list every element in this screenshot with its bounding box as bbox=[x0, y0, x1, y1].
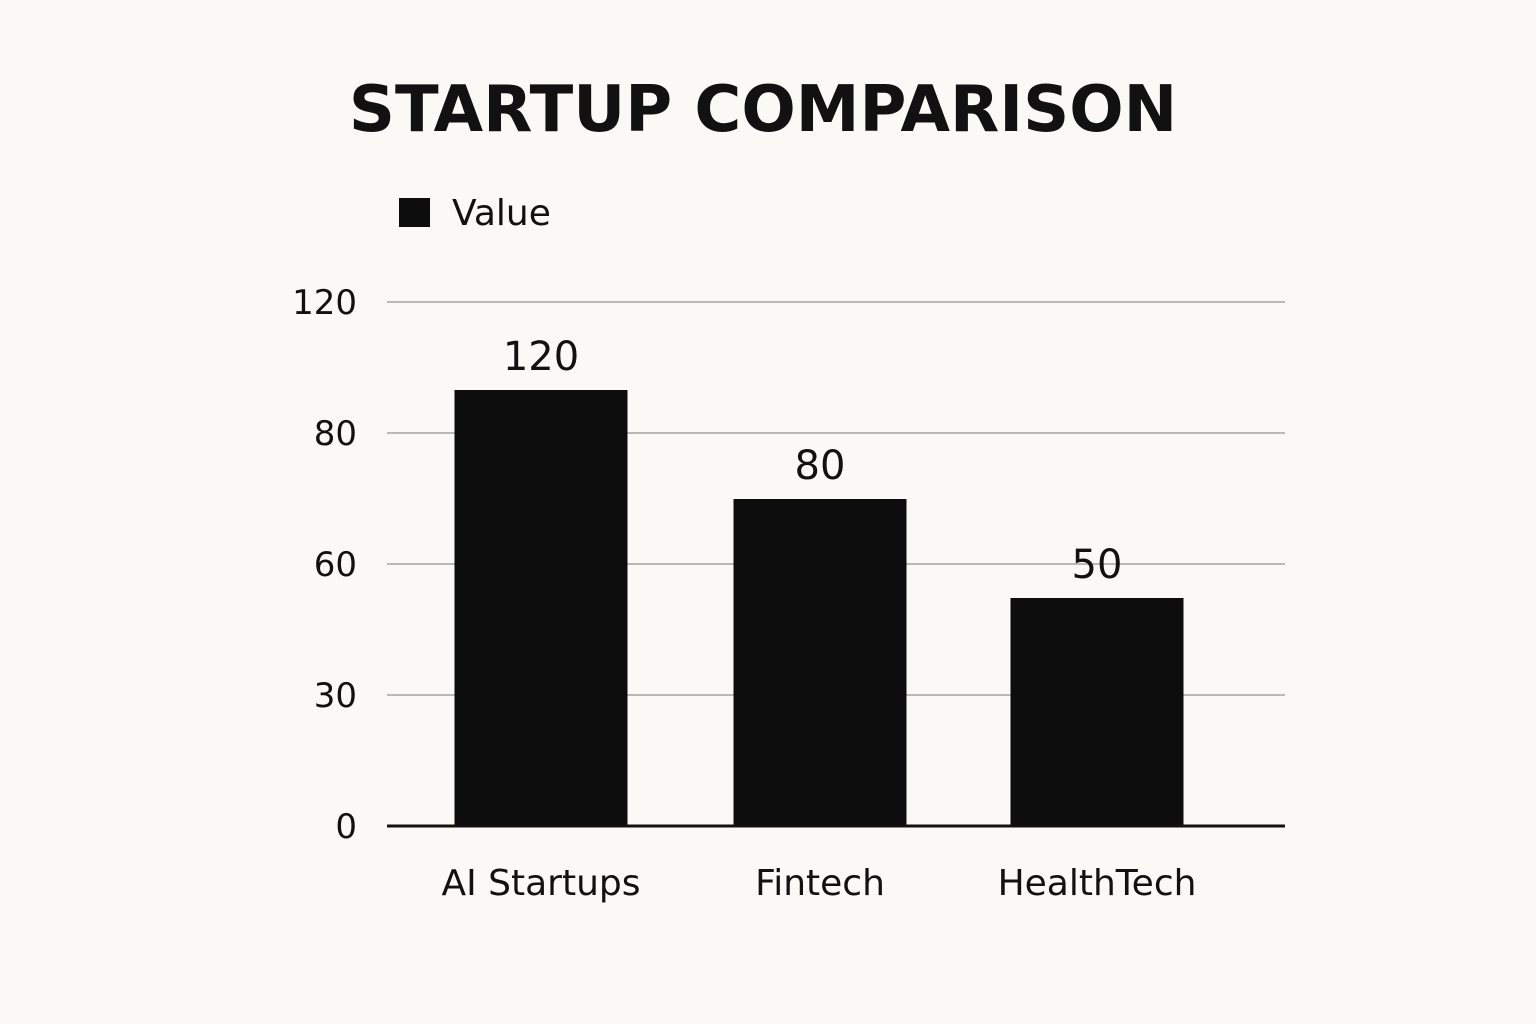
data-label: 80 bbox=[795, 443, 846, 489]
x-tick-label: HealthTech bbox=[998, 863, 1197, 904]
bars bbox=[454, 390, 1184, 826]
legend: Value bbox=[399, 193, 551, 234]
y-tick-label: 0 bbox=[335, 807, 357, 847]
data-label: 50 bbox=[1072, 542, 1123, 588]
legend-label: Value bbox=[452, 193, 551, 234]
bar bbox=[1010, 598, 1184, 826]
chart-title: STARTUP COMPARISON bbox=[349, 73, 1177, 147]
legend-swatch bbox=[399, 198, 430, 227]
x-tick-label: AI Startups bbox=[441, 863, 640, 904]
y-tick-label: 120 bbox=[292, 283, 357, 323]
bar bbox=[733, 499, 907, 826]
y-tick-label: 80 bbox=[314, 414, 357, 454]
bar bbox=[454, 390, 628, 826]
x-axis: AI Startups Fintech HealthTech bbox=[441, 863, 1196, 904]
y-tick-label: 30 bbox=[314, 676, 357, 716]
x-tick-label: Fintech bbox=[755, 863, 885, 904]
y-tick-label: 60 bbox=[314, 545, 357, 585]
y-axis: 0 30 60 80 120 bbox=[292, 283, 357, 847]
data-labels: 120 80 50 bbox=[503, 334, 1123, 588]
data-label: 120 bbox=[503, 334, 579, 380]
